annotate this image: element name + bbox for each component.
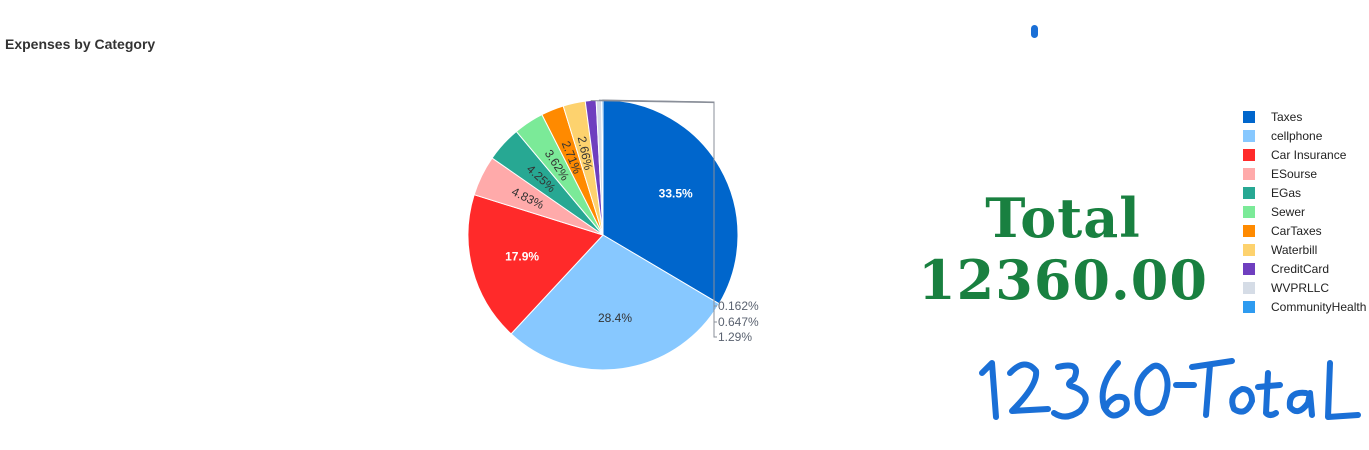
legend-swatch [1243,262,1255,275]
slice-label-creditcard: 1.29% [718,330,752,344]
legend-item-waterbill[interactable]: Waterbill [1243,240,1366,259]
legend-item-egas[interactable]: EGas [1243,183,1366,202]
legend-label: Taxes [1271,109,1303,124]
legend-label: WVPRLLC [1271,280,1330,295]
legend-swatch [1243,243,1255,256]
slice-label-cellphone: 28.4% [598,311,632,325]
legend-label: Car Insurance [1271,147,1347,162]
legend-swatch [1243,110,1255,123]
legend-swatch [1243,281,1255,294]
legend-label: EGas [1271,185,1302,200]
pie-slice-car-insurance[interactable] [467,194,604,335]
legend-swatch [1243,129,1255,142]
legend-swatch [1243,167,1255,180]
legend-item-creditcard[interactable]: CreditCard [1243,259,1366,278]
legend-swatch [1243,300,1255,313]
legend-label: CreditCard [1271,261,1330,276]
slice-label-wvprllc: 0.647% [718,315,759,329]
legend-swatch [1243,224,1255,237]
legend-label: ESourse [1271,166,1318,181]
legend-item-esourse[interactable]: ESourse [1243,164,1366,183]
legend-label: Sewer [1271,204,1306,219]
leader-line-creditcard [590,100,717,338]
legend-swatch [1243,148,1255,161]
total-value: 12360.00 [918,248,1208,312]
slice-label-car-insurance: 17.9% [505,250,539,264]
marker-dot [1031,25,1038,38]
pie-slice-cellphone[interactable] [510,234,720,371]
legend-swatch [1243,186,1255,199]
legend-item-wvprllc[interactable]: WVPRLLC [1243,278,1366,297]
legend-item-taxes[interactable]: Taxes [1243,107,1366,126]
slice-label-communityhealth: 0.162% [718,299,759,313]
legend-label: CommunityHealth [1271,299,1367,314]
total-display: Total 12360.00 [908,188,1218,312]
chart-legend[interactable]: Taxes cellphone Car Insurance ESourse EGas Se… [1243,107,1366,316]
chart-title: Expenses by Category [5,36,156,52]
legend-item-cartaxes[interactable]: CarTaxes [1243,221,1366,240]
slice-label-taxes: 33.5% [659,187,693,201]
legend-swatch [1243,205,1255,218]
legend-label: Waterbill [1271,242,1318,257]
pie-slice-taxes[interactable] [602,99,739,305]
legend-label: CarTaxes [1271,223,1322,238]
handwritten-note [979,358,1361,420]
total-label: Total [985,186,1141,250]
legend-item-sewer[interactable]: Sewer [1243,202,1366,221]
legend-item-car-insurance[interactable]: Car Insurance [1243,145,1366,164]
legend-label: cellphone [1271,128,1323,143]
legend-item-communityhealth[interactable]: CommunityHealth [1243,297,1366,316]
legend-item-cellphone[interactable]: cellphone [1243,126,1366,145]
